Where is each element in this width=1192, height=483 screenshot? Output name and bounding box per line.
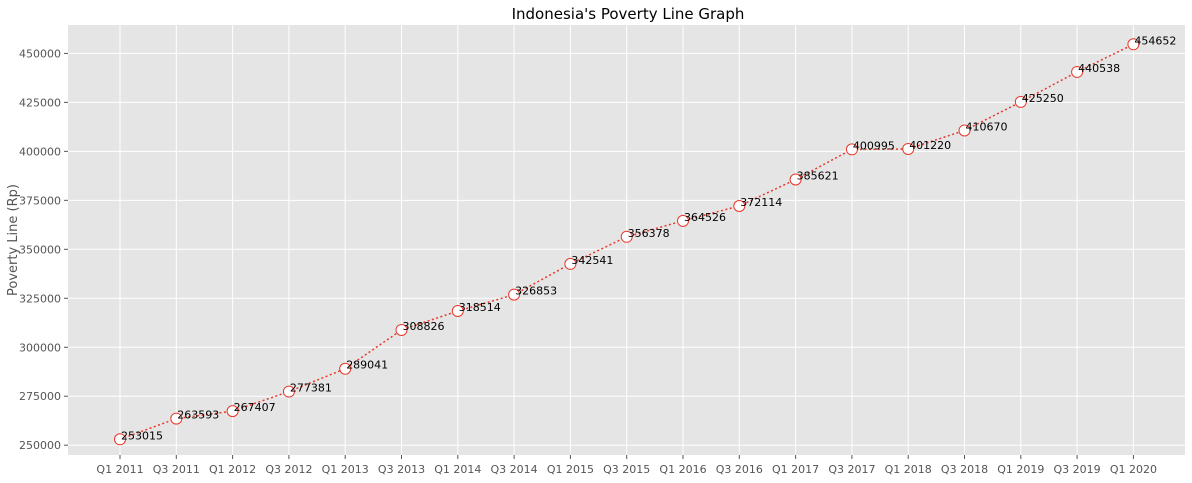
data-label: 263593 xyxy=(177,409,219,422)
data-point xyxy=(902,142,915,155)
series-markers xyxy=(114,38,1140,446)
data-point xyxy=(789,173,802,186)
data-label: 425250 xyxy=(1022,92,1064,105)
y-tick-label: 400000 xyxy=(19,145,61,158)
x-tick-label: Q3 2012 xyxy=(265,463,312,476)
data-label: 364526 xyxy=(684,211,726,224)
data-point xyxy=(170,412,183,425)
chart-title: Indonesia's Poverty Line Graph xyxy=(512,5,745,23)
y-tick-label: 350000 xyxy=(19,243,61,256)
x-tick-label: Q3 2017 xyxy=(828,463,875,476)
data-label: 342541 xyxy=(571,254,613,267)
y-tick-label: 275000 xyxy=(19,390,61,403)
data-label: 253015 xyxy=(121,429,163,442)
x-tick-label: Q1 2017 xyxy=(772,463,819,476)
data-labels: 253015 263593 267407 277381 289041 308826 3185… xyxy=(121,34,1176,442)
y-tick-label: 250000 xyxy=(19,439,61,452)
x-tick-label: Q1 2016 xyxy=(659,463,706,476)
data-point xyxy=(845,143,858,156)
x-tick-label: Q3 2011 xyxy=(153,463,200,476)
y-tick-label: 300000 xyxy=(19,341,61,354)
y-tick-label: 375000 xyxy=(19,194,61,207)
data-point xyxy=(620,230,633,243)
x-tick-label: Q3 2014 xyxy=(491,463,538,476)
data-point xyxy=(282,385,295,398)
data-point xyxy=(1127,38,1140,51)
grid-lines xyxy=(68,25,1185,455)
data-point xyxy=(451,304,464,317)
data-point xyxy=(958,124,971,137)
x-tick-label: Q3 2015 xyxy=(603,463,650,476)
x-tick-label: Q3 2016 xyxy=(716,463,763,476)
x-tick-label: Q1 2015 xyxy=(547,463,594,476)
x-tick-label: Q3 2013 xyxy=(378,463,425,476)
x-tick-label: Q1 2020 xyxy=(1110,463,1157,476)
data-label: 400995 xyxy=(853,139,895,152)
data-point xyxy=(395,323,408,336)
x-tick-label: Q1 2014 xyxy=(434,463,481,476)
data-point xyxy=(508,288,521,301)
x-tick-label: Q1 2018 xyxy=(885,463,932,476)
x-axis: Q1 2011 Q3 2011 Q1 2012 Q3 2012 Q1 2013 Q3 20… xyxy=(96,455,1157,476)
data-label: 289041 xyxy=(346,359,388,372)
x-tick-label: Q1 2012 xyxy=(209,463,256,476)
data-label: 356378 xyxy=(628,227,670,240)
data-label: 385621 xyxy=(797,170,839,183)
data-point xyxy=(564,257,577,270)
data-point xyxy=(114,433,126,446)
y-axis-label: Poverty Line (Rp) xyxy=(6,184,21,296)
data-label: 267407 xyxy=(234,401,276,414)
data-point xyxy=(733,199,746,212)
data-label: 401220 xyxy=(909,139,951,152)
data-label: 440538 xyxy=(1078,62,1120,75)
data-point xyxy=(677,214,689,227)
y-tick-label: 325000 xyxy=(19,292,61,305)
x-tick-label: Q3 2018 xyxy=(941,463,988,476)
data-label: 318514 xyxy=(459,301,501,314)
y-tick-label: 450000 xyxy=(19,47,61,60)
x-tick-label: Q3 2019 xyxy=(1054,463,1101,476)
x-tick-label: Q1 2019 xyxy=(997,463,1044,476)
y-tick-label: 425000 xyxy=(19,96,61,109)
x-tick-label: Q1 2013 xyxy=(322,463,369,476)
data-label: 454652 xyxy=(1134,34,1176,47)
data-point xyxy=(226,405,239,418)
data-point xyxy=(1014,95,1027,108)
data-label: 410670 xyxy=(966,120,1008,133)
data-label: 277381 xyxy=(290,382,332,395)
x-tick-label: Q1 2011 xyxy=(96,463,143,476)
data-point xyxy=(1071,65,1084,78)
y-axis: 250000 275000 300000 325000 350000 375000 4000… xyxy=(19,47,68,452)
data-point xyxy=(339,362,352,375)
data-label: 308826 xyxy=(403,320,445,333)
data-label: 326853 xyxy=(515,285,557,298)
data-label: 372114 xyxy=(740,196,782,209)
